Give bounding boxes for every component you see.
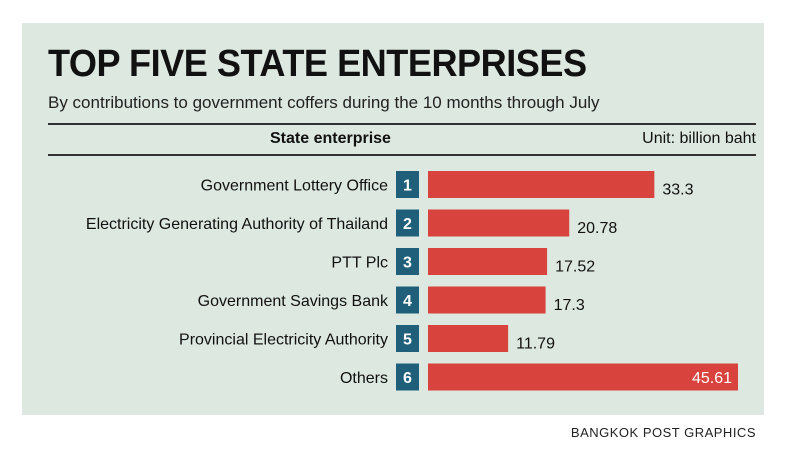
chart-subtitle: By contributions to government coffers d…	[48, 93, 600, 112]
bar	[428, 363, 738, 391]
bar	[428, 325, 509, 352]
bar	[428, 171, 655, 198]
value-label: 45.61	[692, 370, 732, 387]
bar	[428, 286, 546, 314]
chart-title: TOP FIVE STATE ENTERPRISES	[48, 43, 587, 85]
header-rule-bottom	[48, 154, 756, 156]
value-label: 17.52	[555, 259, 595, 276]
category-label: Others	[340, 370, 388, 387]
rank-box	[396, 209, 419, 237]
category-header: State enterprise	[270, 130, 391, 147]
rank-number: 5	[403, 332, 412, 349]
source-credit: BANGKOK POST GRAPHICS	[570, 425, 756, 440]
category-label: Electricity Generating Authority of Thai…	[86, 216, 388, 233]
rank-box	[396, 171, 419, 198]
rank-number: 2	[403, 216, 412, 233]
bar	[428, 248, 548, 275]
rank-number: 3	[403, 255, 412, 272]
unit-label: Unit: billion baht	[642, 130, 756, 147]
category-label: PTT Plc	[331, 255, 388, 272]
value-label: 11.79	[516, 336, 555, 353]
rank-number: 6	[403, 370, 412, 387]
value-label: 20.78	[577, 220, 617, 237]
bar	[428, 209, 570, 237]
chart-panel: TOP FIVE STATE ENTERPRISES By contributi…	[22, 23, 764, 415]
rank-number: 1	[403, 178, 412, 195]
header-rule-top	[48, 123, 756, 125]
rank-box	[396, 363, 419, 391]
rank-box	[396, 325, 419, 352]
value-label: 17.3	[554, 297, 585, 314]
value-label: 33.3	[662, 182, 693, 199]
category-label: Provincial Electricity Authority	[179, 332, 388, 349]
rank-number: 4	[403, 293, 412, 310]
category-label: Government Lottery Office	[201, 178, 388, 195]
rank-box	[396, 286, 419, 314]
bar-chart: Government Lottery Office 1 33.3 Electricit…	[86, 171, 738, 391]
rank-box	[396, 248, 419, 275]
category-label: Government Savings Bank	[198, 293, 389, 310]
